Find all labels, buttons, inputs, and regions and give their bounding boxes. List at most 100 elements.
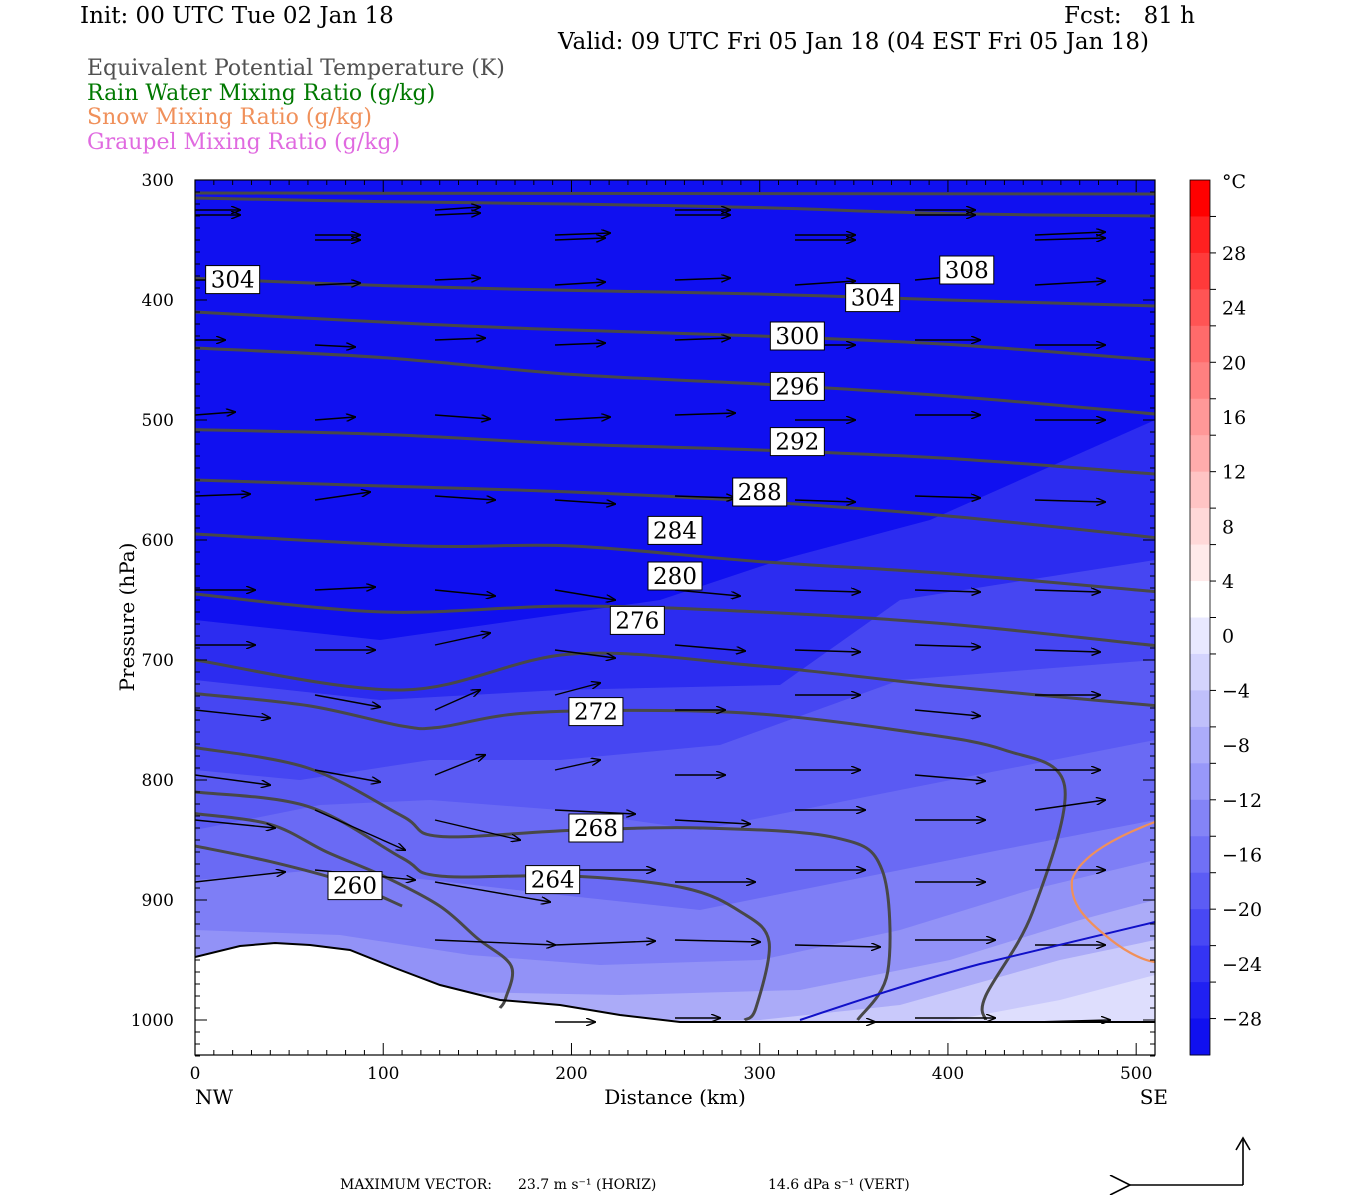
- theta-e-contour: [195, 276, 1155, 308]
- colorbar-label: −8: [1222, 735, 1250, 757]
- contour-label-text: 284: [653, 518, 697, 544]
- max-vert-vector: 14.6 dPa s⁻¹ (VERT): [768, 1177, 910, 1193]
- wind-vector: [1034, 590, 1100, 592]
- colorbar-segment: [1190, 690, 1210, 728]
- legend-rain-water: Rain Water Mixing Ratio (g/kg): [87, 81, 436, 106]
- wind-vector: [674, 338, 730, 340]
- wind-vector: [914, 709, 980, 716]
- wind-vector: [1034, 650, 1100, 652]
- wind-vector: [195, 872, 285, 883]
- legend-theta-e: Equivalent Potential Temperature (K): [87, 56, 505, 81]
- wind-vector: [554, 941, 655, 946]
- wind-vector: [195, 819, 275, 828]
- colorbar-label: 16: [1222, 407, 1246, 429]
- contour-label-box: [568, 813, 624, 843]
- colorbar-segment: [1190, 763, 1210, 801]
- wind-vector: [434, 939, 555, 945]
- wind-vector: [434, 690, 480, 711]
- contour-label-box: [769, 427, 825, 457]
- wind-vector: [434, 633, 490, 646]
- theta-e-contour: [195, 196, 1155, 218]
- contour-label-text: 292: [775, 430, 819, 456]
- y-tick-label: 300: [142, 171, 174, 191]
- wind-vector: [314, 417, 355, 420]
- contour-label: 264: [525, 865, 581, 895]
- colorbar-segment: [1190, 726, 1210, 764]
- contour-label-text: 280: [653, 564, 697, 590]
- colorbar-segment: [1190, 653, 1210, 691]
- colorbar-label: 28: [1222, 243, 1246, 265]
- wind-vector: [195, 774, 270, 785]
- contour-label-box: [845, 283, 901, 313]
- colorbar-segment: [1190, 909, 1210, 947]
- contour-labels: 308 304 304 300 296 292 288 284 280 276 272 268 264 2…: [205, 255, 995, 901]
- contour-label: 288: [732, 477, 788, 507]
- colorbar-segment: [1190, 508, 1210, 546]
- wind-vector: [674, 413, 735, 415]
- x-tick-label: 200: [555, 1064, 587, 1084]
- wind-vector: [434, 207, 480, 210]
- x-tick-label: 0: [190, 1064, 201, 1084]
- wind-vector: [554, 417, 610, 420]
- colorbar-label: 24: [1222, 298, 1246, 320]
- wind-vector: [914, 590, 980, 592]
- colorbar-segment: [1190, 945, 1210, 983]
- wind-vectors: [195, 207, 1110, 1022]
- wind-vector: [434, 213, 480, 215]
- x-axis-label: Distance (km): [604, 1085, 746, 1109]
- theta-e-contour: [195, 428, 1155, 476]
- theta-e-contour: [195, 478, 1155, 540]
- wind-vector: [314, 492, 370, 501]
- contour-label-text: 264: [531, 868, 575, 894]
- contour-label: 292: [769, 427, 825, 457]
- contour-label-text: 304: [851, 286, 895, 312]
- contour-label-box: [647, 515, 703, 545]
- axes: 300 400 500 600 700 800 900 1000 0 100 200 300 400 50…: [115, 171, 1168, 1109]
- wind-vector: [1034, 500, 1105, 502]
- x-left-end-label: NW: [195, 1085, 234, 1109]
- y-axis-label: Pressure (hPa): [115, 543, 139, 692]
- contour-label: 304: [845, 283, 901, 313]
- wind-vector: [794, 650, 860, 652]
- wind-vector: [195, 709, 270, 718]
- wind-vector: [1034, 800, 1105, 811]
- wind-vector: [554, 683, 600, 696]
- wind-vector: [914, 645, 980, 647]
- colorbar-label: −4: [1222, 680, 1250, 702]
- colorbar-label: 4: [1222, 571, 1234, 593]
- contour-label: 300: [769, 321, 825, 351]
- contour-label-box: [327, 871, 383, 901]
- wind-vector: [195, 412, 235, 415]
- wind-vector: [434, 755, 485, 776]
- contour-label-text: 288: [738, 480, 782, 506]
- wind-vector: [914, 774, 985, 781]
- contour-label: 284: [647, 515, 703, 545]
- contour-label: 276: [609, 605, 665, 635]
- contour-label: 296: [769, 371, 825, 401]
- wind-vector: [794, 281, 855, 286]
- wind-vector: [554, 499, 615, 504]
- theta-e-contour: [195, 692, 1067, 1021]
- forecast-hour: Fcst: 81 h: [1064, 3, 1195, 29]
- wind-vector: [434, 819, 520, 840]
- contour-label-box: [769, 321, 825, 351]
- wind-vector: [674, 589, 740, 596]
- wind-vector: [554, 589, 615, 600]
- terrain-line: [195, 941, 1155, 1023]
- wind-vector: [314, 694, 380, 707]
- colorbar-segment: [1190, 180, 1210, 217]
- wind-vector: [314, 809, 405, 850]
- contour-label-box: [568, 697, 624, 727]
- colorbar-segment: [1190, 617, 1210, 655]
- colorbar-segment: [1190, 362, 1210, 400]
- colorbar-segment: [1190, 252, 1210, 290]
- contour-label-text: 272: [574, 700, 618, 726]
- y-tick-label: 500: [142, 411, 174, 431]
- theta-e-contour: [195, 651, 1155, 708]
- wind-vector: [674, 940, 760, 942]
- mixing-ratio-contours: [195, 820, 1155, 1023]
- wind-vector: [554, 282, 605, 285]
- colorbar-segment: [1190, 581, 1210, 618]
- snow-mixing-contour: [1070, 820, 1155, 964]
